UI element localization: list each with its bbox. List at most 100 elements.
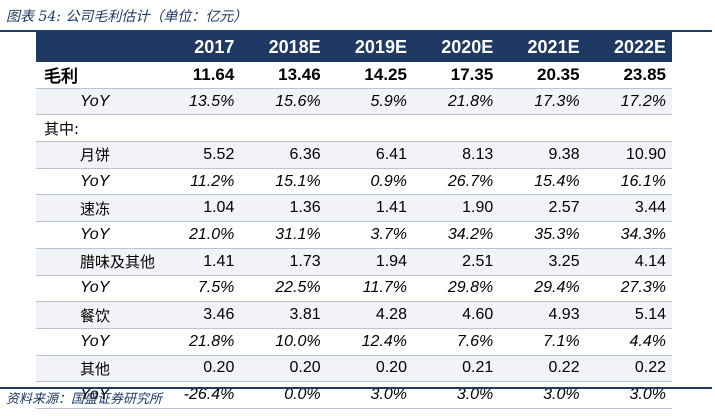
cell: 10.0%: [240, 328, 327, 356]
cell: 4.60: [412, 301, 500, 329]
table-row: 月饼 5.52 6.36 6.41 8.13 9.38 10.90: [36, 141, 672, 169]
cell: 5.14: [585, 301, 672, 329]
cell: 4.14: [585, 248, 672, 276]
cell: 12.4%: [326, 328, 413, 356]
table-row: YoY 11.2% 15.1% 0.9% 26.7% 15.4% 16.1%: [36, 168, 672, 196]
cell: [585, 114, 672, 143]
cell: -26.4%: [154, 381, 241, 409]
cell: 8.13: [412, 141, 500, 169]
cell: 21.8%: [412, 88, 500, 116]
cell: 0.20: [154, 355, 241, 383]
row-label: 餐饮: [36, 301, 155, 329]
cell: 15.6%: [240, 88, 327, 116]
cell: 1.04: [154, 194, 241, 223]
cell: 1.90: [412, 194, 500, 223]
cell: 1.41: [326, 194, 413, 223]
table-row: 速冻 1.04 1.36 1.41 1.90 2.57 3.44: [36, 194, 672, 223]
cell: 0.20: [240, 355, 327, 383]
cell: 4.4%: [585, 328, 672, 356]
cell: 3.7%: [326, 221, 413, 249]
cell: 4.93: [499, 301, 586, 329]
cell: [499, 114, 586, 143]
caption-rule: [0, 30, 712, 32]
cell: 2.51: [412, 248, 500, 276]
col-header: 2017: [154, 32, 241, 62]
cell: 0.20: [326, 355, 413, 383]
cell: 20.35: [499, 62, 586, 89]
cell: 6.36: [240, 141, 327, 169]
cell: 21.8%: [154, 328, 241, 356]
table-row: YoY 21.8% 10.0% 12.4% 7.6% 7.1% 4.4%: [36, 328, 672, 356]
cell: 2.57: [499, 194, 586, 223]
cell: 14.25: [326, 62, 413, 89]
cell: 1.36: [240, 194, 327, 223]
cell: 26.7%: [412, 168, 500, 196]
cell: 1.41: [154, 248, 241, 276]
cell: 1.94: [326, 248, 413, 276]
cell: 31.1%: [240, 221, 327, 249]
cell: 15.1%: [240, 168, 327, 196]
cell: 21.0%: [154, 221, 241, 249]
row-label: YoY: [36, 88, 155, 116]
cell: 7.5%: [154, 275, 241, 303]
cell: 34.2%: [412, 221, 500, 249]
cell: 16.1%: [585, 168, 672, 196]
col-header: 2019E: [326, 32, 413, 62]
cell: 7.1%: [499, 328, 586, 356]
cell: 0.22: [585, 355, 672, 383]
table-row: 其他 0.20 0.20 0.20 0.21 0.22 0.22: [36, 355, 672, 383]
table-row: YoY -26.4% 0.0% 3.0% 3.0% 3.0% 3.0%: [36, 381, 672, 409]
cell: 4.28: [326, 301, 413, 329]
row-label: 腊味及其他: [36, 248, 155, 276]
cell: [240, 114, 327, 143]
col-header: 2018E: [240, 32, 327, 62]
cell: 15.4%: [499, 168, 586, 196]
row-label: 速冻: [36, 194, 155, 223]
cell: 3.25: [499, 248, 586, 276]
row-label: YoY: [36, 328, 155, 356]
row-label: YoY: [36, 168, 155, 196]
cell: 3.81: [240, 301, 327, 329]
cell: 0.22: [499, 355, 586, 383]
table-row: YoY 21.0% 31.1% 3.7% 34.2% 35.3% 34.3%: [36, 221, 672, 249]
source-rule: [0, 387, 712, 389]
cell: 13.46: [240, 62, 327, 89]
cell: 3.0%: [585, 381, 672, 409]
gross-profit-table: 2017 2018E 2019E 2020E 2021E 2022E 毛利 11…: [36, 32, 672, 409]
cell: 3.0%: [326, 381, 413, 409]
table-row: 腊味及其他 1.41 1.73 1.94 2.51 3.25 4.14: [36, 248, 672, 276]
cell: 3.46: [154, 301, 241, 329]
row-label: 月饼: [36, 141, 155, 169]
col-header: 2020E: [412, 32, 500, 62]
cell: 10.90: [585, 141, 672, 169]
cell: 6.41: [326, 141, 413, 169]
cell: 11.2%: [154, 168, 241, 196]
cell: 0.21: [412, 355, 500, 383]
col-header: 2021E: [499, 32, 586, 62]
cell: 17.2%: [585, 88, 672, 116]
cell: 13.5%: [154, 88, 241, 116]
source-note: 资料来源：国盛证券研究所: [6, 392, 163, 407]
table-row: 餐饮 3.46 3.81 4.28 4.60 4.93 5.14: [36, 301, 672, 329]
table-row: 毛利 11.64 13.46 14.25 17.35 20.35 23.85: [36, 62, 672, 89]
cell: 22.5%: [240, 275, 327, 303]
row-label: 其中:: [36, 114, 155, 143]
cell: 35.3%: [499, 221, 586, 249]
cell: [154, 114, 241, 143]
cell: 17.3%: [499, 88, 586, 116]
cell: 5.52: [154, 141, 241, 169]
header-corner: [36, 32, 155, 62]
cell: 23.85: [585, 62, 672, 89]
table-row: 其中:: [36, 114, 672, 143]
cell: 29.8%: [412, 275, 500, 303]
cell: 5.9%: [326, 88, 413, 116]
header-row: 2017 2018E 2019E 2020E 2021E 2022E: [36, 32, 672, 62]
col-header: 2022E: [585, 32, 672, 62]
row-label: YoY: [36, 275, 155, 303]
cell: 11.7%: [326, 275, 413, 303]
cell: 3.0%: [499, 381, 586, 409]
row-label: 毛利: [36, 62, 155, 89]
row-label: YoY: [36, 381, 155, 409]
table-row: YoY 7.5% 22.5% 11.7% 29.8% 29.4% 27.3%: [36, 275, 672, 303]
figure-caption: 图表 54: 公司毛利估计（单位：亿元）: [6, 9, 248, 25]
